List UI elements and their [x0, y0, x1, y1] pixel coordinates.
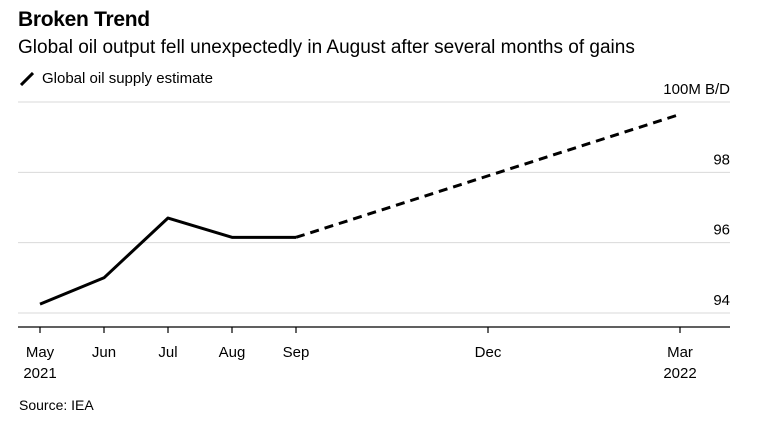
x-tick-label: May	[26, 344, 55, 361]
x-tick-label: Sep	[283, 344, 310, 361]
x-tick-label: Dec	[475, 344, 502, 361]
x-tick-label: Mar	[667, 344, 693, 361]
y-tick-label: 96	[713, 222, 730, 239]
chart-title: Broken Trend	[18, 8, 150, 31]
x-tick-sublabel: 2022	[663, 365, 696, 382]
y-axis-labels: 94 96 98 100M B/D	[663, 81, 730, 309]
x-tick-sublabel: 2021	[23, 365, 56, 382]
y-tick-label: 94	[713, 292, 730, 309]
x-tick-label: Aug	[219, 344, 246, 361]
legend: Global oil supply estimate	[20, 70, 213, 87]
x-tick-label: Jul	[158, 344, 177, 361]
y-tick-label: 98	[713, 151, 730, 168]
chart-subtitle: Global oil output fell unexpectedly in A…	[18, 37, 635, 58]
supply-line	[39, 216, 296, 306]
y-tick-label: 100M B/D	[663, 81, 730, 98]
x-tick-label: Jun	[92, 344, 116, 361]
series-lines	[39, 112, 681, 306]
x-axis: May 2021 Jun Jul Aug Sep Dec Mar 2022	[18, 326, 730, 382]
projection-line	[295, 112, 681, 239]
dashed-line-icon	[20, 71, 34, 86]
source-note: Source: IEA	[19, 397, 94, 413]
legend-label: Global oil supply estimate	[42, 70, 213, 87]
gridlines	[18, 101, 730, 314]
